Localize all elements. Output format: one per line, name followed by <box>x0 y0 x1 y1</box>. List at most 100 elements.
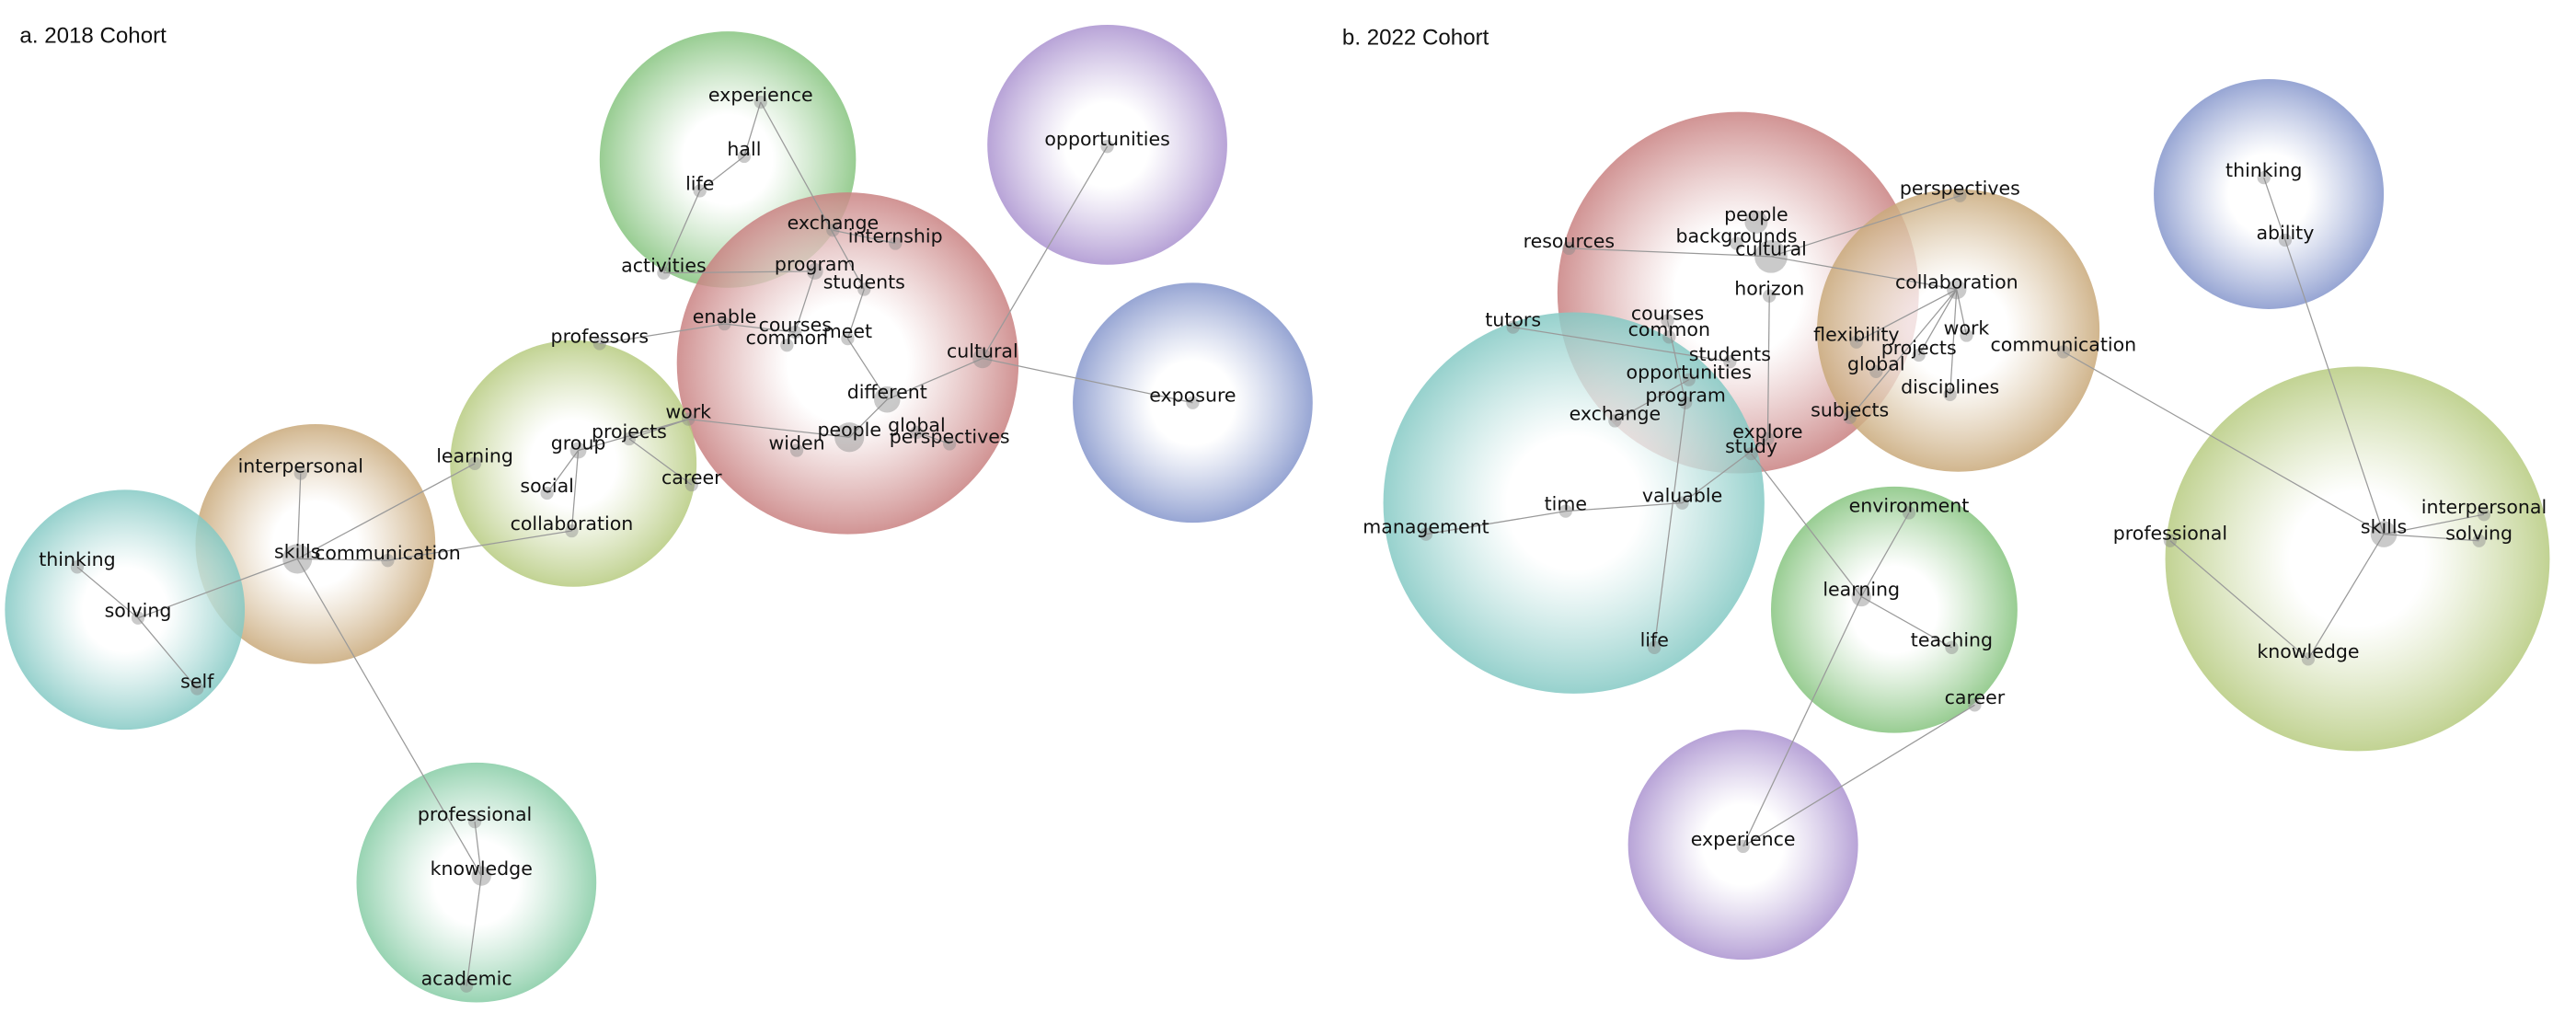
node-dot <box>834 422 865 453</box>
node-label: tutors <box>1485 308 1541 330</box>
node-label: study <box>1725 435 1777 457</box>
node-label: communication <box>315 542 461 564</box>
edge <box>1565 502 1683 512</box>
node-label: collaboration <box>511 512 634 535</box>
cluster-bubble <box>2165 366 2550 752</box>
node-dot <box>1953 189 1967 202</box>
node-dot <box>1679 396 1693 409</box>
node-dot <box>1562 241 1576 256</box>
edge <box>1860 595 1952 649</box>
edge <box>916 431 950 444</box>
edge <box>1751 453 1862 597</box>
node-dot <box>657 266 671 280</box>
node-dot <box>471 866 491 886</box>
node-dot <box>1186 396 1200 409</box>
node-label: solving <box>105 600 172 622</box>
node-label: life <box>685 172 714 194</box>
node-label: interpersonal <box>2421 496 2547 518</box>
node-label: hall <box>727 138 761 160</box>
node-label: subjects <box>1811 399 1889 421</box>
cluster-bubble <box>450 339 697 587</box>
node-dot <box>460 979 474 993</box>
cluster-bubble <box>356 762 597 1003</box>
node-dot <box>622 431 637 446</box>
node-dot <box>1723 354 1737 369</box>
edge <box>1766 295 1770 440</box>
node-label: common <box>746 327 828 349</box>
edge <box>724 323 796 333</box>
edge <box>296 473 302 559</box>
node-label: knowledge <box>431 857 533 880</box>
cluster-bubble <box>2154 78 2385 309</box>
node-dot <box>788 325 802 339</box>
node-label: career <box>1945 686 2006 708</box>
node-label: courses <box>1631 302 1704 324</box>
edge <box>578 419 689 452</box>
edge <box>296 558 482 877</box>
node-dot <box>1100 140 1114 154</box>
edge <box>1569 247 1772 258</box>
node-dot <box>131 611 145 625</box>
edge <box>982 357 1193 404</box>
node-label: people <box>817 419 881 441</box>
edge <box>137 558 298 619</box>
node-dot <box>2278 233 2293 247</box>
edge <box>2169 540 2309 660</box>
edge <box>663 270 815 274</box>
edge <box>1956 289 1968 336</box>
cluster-bubble <box>1817 189 2100 472</box>
node-dot <box>2056 345 2070 359</box>
edge <box>297 558 388 561</box>
node-dot <box>874 385 901 413</box>
node-dot <box>467 456 482 470</box>
node-label: work <box>1944 316 1990 339</box>
node-label: time <box>1545 492 1587 514</box>
node-dot <box>910 425 924 440</box>
edge <box>628 438 693 486</box>
edge <box>1742 596 1862 847</box>
panel-title: b. 2022 Cohort <box>1342 25 1489 50</box>
node-label: thinking <box>39 548 115 570</box>
node-dot <box>2163 534 2178 547</box>
edge <box>2263 177 2286 241</box>
node-dot <box>889 236 903 250</box>
edge <box>699 155 745 191</box>
cluster-bubble <box>987 25 1227 265</box>
edge <box>2307 534 2385 660</box>
node-label: activities <box>621 255 707 277</box>
node-dot <box>2477 508 2491 522</box>
node-dot <box>293 466 307 480</box>
node-dot <box>1943 387 1957 401</box>
node-label: collaboration <box>1895 270 2018 293</box>
node-dot <box>826 224 840 237</box>
edge <box>1949 289 1958 395</box>
node-dot <box>1506 320 1520 334</box>
node-dot <box>381 554 395 568</box>
node-label: management <box>1363 515 1489 537</box>
node-label: skills <box>274 540 320 562</box>
node-dot <box>1736 839 1750 854</box>
node-dot <box>1744 446 1758 461</box>
node-dot <box>70 560 85 574</box>
node-label: exchange <box>788 212 880 234</box>
node-label: environment <box>1849 494 1970 516</box>
node-dot <box>2257 170 2271 185</box>
node-dot <box>806 262 823 280</box>
node-label: valuable <box>1642 485 1722 507</box>
node-dot <box>1851 586 1871 607</box>
node-label: flexibility <box>1813 324 1899 346</box>
node-label: disciplines <box>1901 376 1999 398</box>
node-label: widen <box>769 431 825 454</box>
node-label: global <box>1847 353 1905 375</box>
node-dot <box>1947 279 1967 300</box>
node-dot <box>1744 210 1768 234</box>
node-label: cultural <box>947 339 1018 362</box>
edge <box>688 418 850 438</box>
node-dot <box>841 331 855 346</box>
edge <box>760 101 865 290</box>
edge <box>887 357 983 400</box>
edge <box>1666 320 1686 403</box>
edge <box>1615 379 1690 421</box>
node-label: interpersonal <box>238 454 363 477</box>
